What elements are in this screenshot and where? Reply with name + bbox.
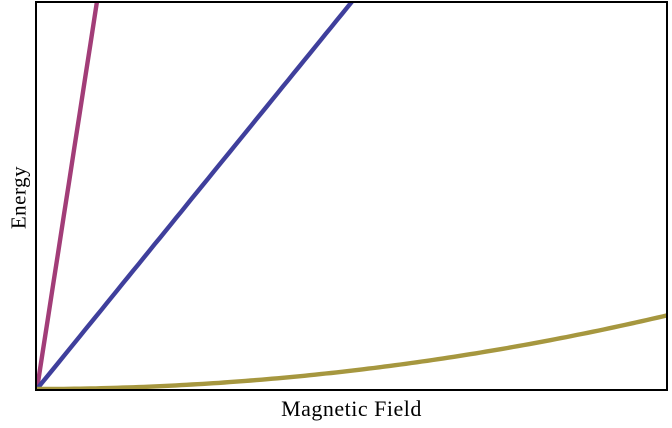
series-steep-linear-branch bbox=[37, 3, 99, 389]
y-axis-label: Energy bbox=[6, 165, 31, 230]
x-axis-label: Magnetic Field bbox=[281, 396, 422, 421]
plot-area bbox=[37, 3, 666, 389]
series-quadratic-branch bbox=[37, 313, 666, 389]
plot-frame bbox=[35, 1, 668, 391]
series-linear-branch bbox=[37, 3, 354, 389]
